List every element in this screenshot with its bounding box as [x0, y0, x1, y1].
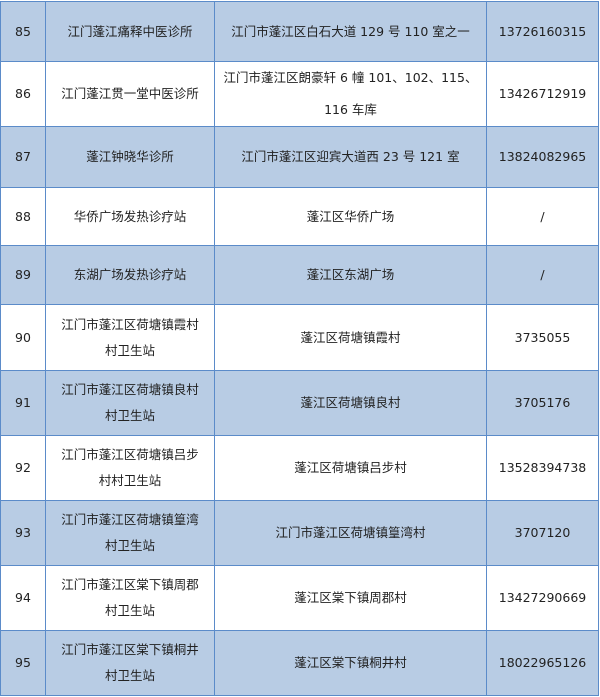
clinic-address: 蓬江区荷塘镇吕步村: [214, 435, 487, 501]
clinic-address: 蓬江区棠下镇周郡村: [214, 565, 487, 631]
clinic-name: 江门市蓬江区棠下镇桐井村卫生站: [45, 630, 215, 696]
clinic-phone: 13427290669: [486, 565, 599, 631]
clinic-name: 江门市蓬江区棠下镇周郡村卫生站: [45, 565, 215, 631]
row-number: 87: [0, 126, 46, 188]
row-number: 93: [0, 500, 46, 566]
row-number: 91: [0, 370, 46, 436]
table-row: 93 江门市蓬江区荷塘镇篁湾村卫生站 江门市蓬江区荷塘镇篁湾村 3707120: [0, 500, 599, 566]
row-number: 90: [0, 304, 46, 371]
table-row: 89 东湖广场发热诊疗站 蓬江区东湖广场 /: [0, 245, 599, 305]
clinic-phone: 3707120: [486, 500, 599, 566]
row-number: 88: [0, 187, 46, 246]
row-number: 94: [0, 565, 46, 631]
clinic-name: 江门蓬江贯一堂中医诊所: [45, 61, 215, 127]
clinic-phone: 13426712919: [486, 61, 599, 127]
clinic-address: 蓬江区荷塘镇霞村: [214, 304, 487, 371]
clinic-name: 华侨广场发热诊疗站: [45, 187, 215, 246]
clinic-name: 江门市蓬江区荷塘镇篁湾村卫生站: [45, 500, 215, 566]
table-row: 87 蓬江钟晓华诊所 江门市蓬江区迎宾大道西 23 号 121 室 138240829…: [0, 126, 599, 188]
row-number: 85: [0, 1, 46, 62]
row-number: 95: [0, 630, 46, 696]
table-row: 85 江门蓬江痛释中医诊所 江门市蓬江区白石大道 129 号 110 室之一 1372…: [0, 1, 599, 62]
clinic-name: 江门蓬江痛释中医诊所: [45, 1, 215, 62]
clinic-name: 蓬江钟晓华诊所: [45, 126, 215, 188]
clinic-address: 江门市蓬江区迎宾大道西 23 号 121 室: [214, 126, 487, 188]
table-row: 91 江门市蓬江区荷塘镇良村村卫生站 蓬江区荷塘镇良村 3705176: [0, 370, 599, 436]
clinic-phone: 3735055: [486, 304, 599, 371]
clinic-phone: 3705176: [486, 370, 599, 436]
clinic-address: 蓬江区棠下镇桐井村: [214, 630, 487, 696]
table-row: 92 江门市蓬江区荷塘镇吕步村村卫生站 蓬江区荷塘镇吕步村 13528394738: [0, 435, 599, 501]
clinic-address: 江门市蓬江区朗豪轩 6 幢 101、102、115、116 车库: [214, 61, 487, 127]
clinic-phone: 13726160315: [486, 1, 599, 62]
clinic-phone: 13528394738: [486, 435, 599, 501]
clinic-name: 江门市蓬江区荷塘镇霞村村卫生站: [45, 304, 215, 371]
clinic-address: 蓬江区荷塘镇良村: [214, 370, 487, 436]
row-number: 89: [0, 245, 46, 305]
row-number: 86: [0, 61, 46, 127]
clinic-name: 江门市蓬江区荷塘镇吕步村村卫生站: [45, 435, 215, 501]
clinic-phone: 18022965126: [486, 630, 599, 696]
table-row: 95 江门市蓬江区棠下镇桐井村卫生站 蓬江区棠下镇桐井村 18022965126: [0, 630, 599, 696]
row-number: 92: [0, 435, 46, 501]
table-row: 88 华侨广场发热诊疗站 蓬江区华侨广场 /: [0, 187, 599, 246]
table-row: 94 江门市蓬江区棠下镇周郡村卫生站 蓬江区棠下镇周郡村 13427290669: [0, 565, 599, 631]
clinic-address: 江门市蓬江区白石大道 129 号 110 室之一: [214, 1, 487, 62]
clinic-name: 江门市蓬江区荷塘镇良村村卫生站: [45, 370, 215, 436]
clinic-phone: 13824082965: [486, 126, 599, 188]
clinic-address: 蓬江区东湖广场: [214, 245, 487, 305]
table-row: 86 江门蓬江贯一堂中医诊所 江门市蓬江区朗豪轩 6 幢 101、102、115、1…: [0, 61, 599, 127]
clinic-name: 东湖广场发热诊疗站: [45, 245, 215, 305]
clinic-phone: /: [486, 245, 599, 305]
table-row: 90 江门市蓬江区荷塘镇霞村村卫生站 蓬江区荷塘镇霞村 3735055: [0, 304, 599, 371]
clinic-address: 蓬江区华侨广场: [214, 187, 487, 246]
clinic-address: 江门市蓬江区荷塘镇篁湾村: [214, 500, 487, 566]
clinic-phone: /: [486, 187, 599, 246]
